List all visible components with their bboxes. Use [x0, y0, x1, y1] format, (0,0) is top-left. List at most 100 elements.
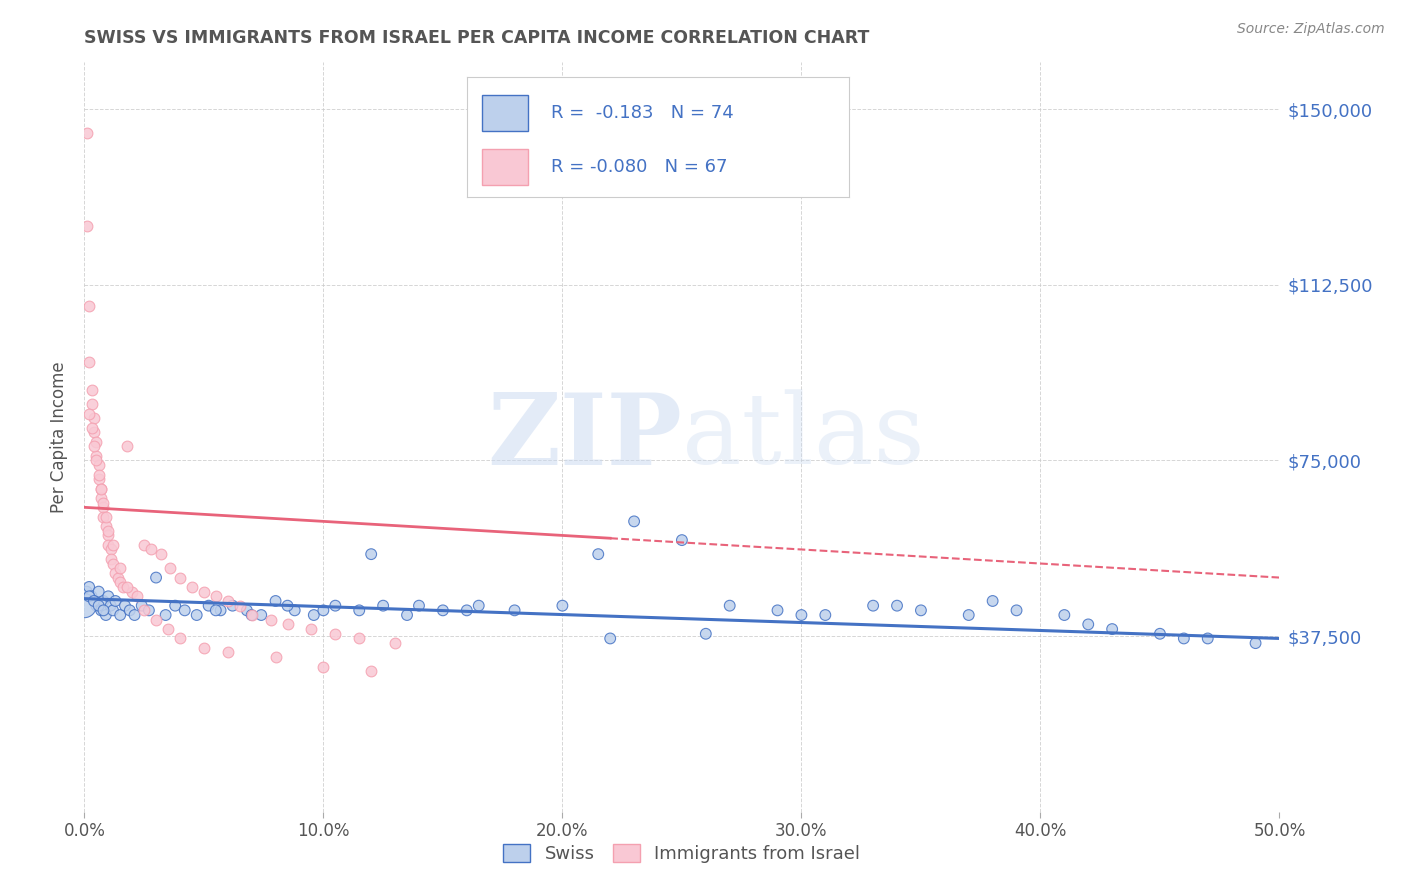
Point [90, 491, 112, 505]
Point [155, 608, 177, 623]
Point [186, 608, 208, 623]
Point [77, 407, 100, 421]
Point [302, 608, 325, 623]
Point [80, 590, 103, 604]
Point [173, 603, 195, 617]
Point [93, 496, 115, 510]
Point [90, 603, 112, 617]
Point [111, 580, 134, 594]
Point [87, 458, 110, 473]
Point [114, 599, 136, 613]
Point [408, 599, 430, 613]
Point [93, 594, 115, 608]
Point [250, 608, 273, 623]
Point [132, 538, 156, 552]
Point [76, 126, 98, 140]
Point [236, 603, 259, 617]
Point [110, 608, 132, 623]
Point [169, 632, 191, 646]
Point [551, 599, 574, 613]
Point [97, 528, 120, 542]
Point [217, 646, 239, 660]
Point [1101, 622, 1123, 636]
Point [165, 599, 187, 613]
Point [121, 584, 143, 599]
Point [157, 622, 180, 636]
Point [93, 603, 115, 617]
Point [94, 519, 117, 533]
Point [264, 650, 287, 665]
Point [117, 440, 139, 453]
Point [149, 547, 172, 561]
Point [1173, 632, 1195, 646]
Point [790, 608, 813, 623]
Point [718, 599, 741, 613]
Point [197, 599, 219, 613]
Point [100, 542, 122, 557]
Point [981, 594, 1004, 608]
Point [396, 608, 419, 623]
Point [193, 584, 215, 599]
Point [83, 425, 105, 440]
Point [104, 594, 127, 608]
Point [125, 590, 148, 604]
Point [118, 603, 141, 617]
Point [957, 608, 980, 623]
Point [87, 599, 110, 613]
Point [101, 538, 124, 552]
Point [312, 659, 335, 673]
Point [80, 384, 103, 398]
Point [80, 421, 103, 435]
Point [217, 594, 239, 608]
Point [87, 584, 110, 599]
Point [260, 613, 283, 627]
Point [110, 575, 132, 590]
Point [886, 599, 908, 613]
Point [107, 571, 129, 585]
Point [301, 622, 323, 636]
Point [77, 590, 100, 604]
Point [141, 542, 163, 557]
Point [503, 603, 526, 617]
Point [1149, 626, 1171, 640]
Point [101, 603, 124, 617]
Point [97, 538, 120, 552]
Point [97, 590, 120, 604]
Point [360, 547, 382, 561]
Point [86, 434, 108, 449]
Point [384, 636, 406, 650]
Point [277, 617, 299, 632]
Point [87, 467, 110, 482]
Point [100, 599, 122, 613]
Y-axis label: Per Capita Income: Per Capita Income [51, 361, 69, 513]
Point [97, 524, 120, 538]
Point [77, 355, 100, 369]
Point [117, 580, 139, 594]
Point [145, 571, 167, 585]
Point [110, 561, 132, 575]
Point [90, 482, 112, 496]
Point [124, 608, 146, 623]
Point [910, 603, 932, 617]
Point [205, 603, 228, 617]
Point [181, 580, 204, 594]
Point [93, 500, 115, 515]
Point [1244, 636, 1267, 650]
Point [325, 599, 347, 613]
Point [94, 608, 117, 623]
Point [814, 608, 837, 623]
Point [159, 561, 181, 575]
Point [360, 664, 382, 679]
Point [229, 599, 252, 613]
Point [1077, 617, 1099, 632]
Point [86, 599, 108, 613]
Point [349, 632, 371, 646]
Point [623, 514, 645, 528]
Point [100, 551, 122, 566]
Point [277, 599, 299, 613]
Point [240, 608, 263, 623]
Point [240, 608, 263, 623]
Point [76, 219, 98, 234]
Point [77, 299, 100, 313]
Point [131, 599, 153, 613]
